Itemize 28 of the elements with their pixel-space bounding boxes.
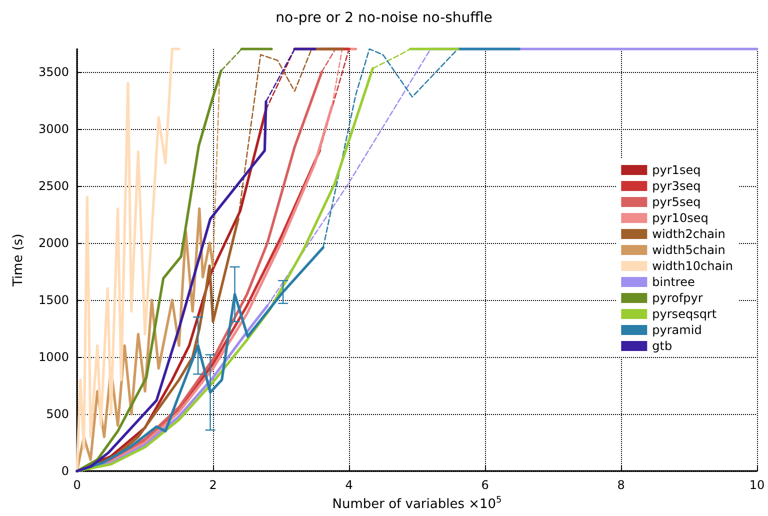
legend-label: width2chain [652,227,726,241]
legend-label: pyr5seq [652,195,701,209]
x-tick-label: 2 [209,478,217,492]
x-tick-label: 4 [345,478,353,492]
y-tick-label: 0 [61,464,69,478]
legend-label: pyr3seq [652,179,701,193]
y-tick-label: 1500 [38,292,69,307]
legend-label: bintree [652,275,695,289]
y-tick-label: 3500 [38,64,69,79]
y-tick-label: 500 [46,407,69,422]
x-tick-label: 0 [73,478,81,492]
y-axis-title: Time (s) [11,234,26,288]
y-tick-label: 1000 [38,350,69,364]
legend-label: width10chain [652,259,733,273]
x-tick-label: 6 [481,478,489,492]
y-tick-label: 2000 [38,236,69,250]
y-tick-label: 2500 [38,178,69,193]
legend-label: pyramid [652,323,702,337]
y-tick-label: 3000 [38,122,69,136]
chart-title: no-pre or 2 no-noise no-shuffle [276,10,492,26]
legend-label: width5chain [652,243,726,257]
legend-label: pyr10seq [652,211,708,225]
legend-label: pyrofpyr [652,291,703,305]
x-tick-label: 10 [749,478,765,492]
legend-label: pyrseqsqrt [652,307,717,321]
legend-label: pyr1seq [652,163,701,177]
x-tick-label: 8 [617,478,625,492]
legend-label: gtb [652,339,672,353]
